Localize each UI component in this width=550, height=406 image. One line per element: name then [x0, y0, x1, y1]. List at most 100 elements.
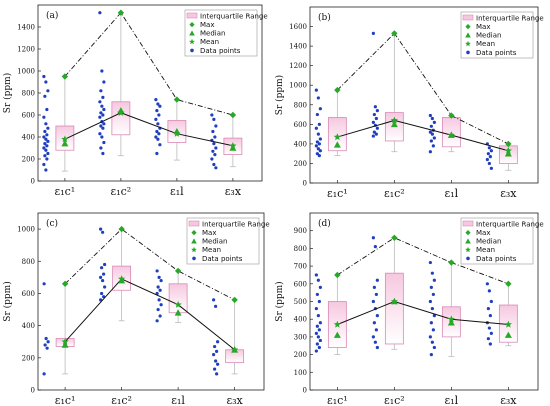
- data-point: [314, 306, 318, 311]
- max-line: [64, 228, 235, 301]
- data-point: [156, 137, 160, 141]
- data-point: [214, 166, 218, 170]
- data-point: [429, 139, 433, 143]
- data-point: [429, 353, 433, 357]
- max-marker: [505, 280, 512, 287]
- legend-swatch-median: [465, 32, 471, 38]
- data-point: [489, 166, 493, 170]
- data-point: [317, 154, 321, 158]
- interquartile-box: [168, 283, 188, 314]
- data-point: [211, 149, 215, 153]
- max-marker: [391, 30, 398, 37]
- data-point: [44, 80, 48, 84]
- data-point: [155, 129, 159, 134]
- x-tick-label: ε₁c²: [111, 394, 132, 406]
- data-point: [99, 89, 103, 93]
- median-marker: [447, 319, 455, 326]
- data-point: [102, 107, 106, 112]
- data-point: [487, 146, 491, 150]
- y-tick-label: 600: [294, 121, 307, 129]
- data-point: [371, 335, 375, 339]
- data-point: [98, 100, 102, 104]
- data-point: [213, 135, 217, 139]
- data-point: [154, 135, 158, 139]
- data-point: [374, 132, 378, 136]
- data-point: [45, 133, 49, 137]
- y-tick-label: 1600: [289, 23, 307, 31]
- data-point: [100, 104, 104, 108]
- data-point: [42, 282, 46, 286]
- data-point: [317, 328, 321, 332]
- data-point: [99, 146, 103, 150]
- max-marker: [117, 9, 125, 16]
- data-point: [101, 151, 105, 156]
- data-point: [374, 328, 378, 332]
- data-point: [371, 236, 375, 240]
- panel-label: (b): [318, 12, 331, 23]
- data-point: [156, 285, 160, 289]
- data-point: [211, 129, 215, 134]
- data-point: [488, 314, 492, 318]
- plot-frame: [309, 6, 539, 184]
- data-point: [317, 142, 321, 146]
- y-tick-label: 1000: [17, 226, 35, 234]
- data-point: [46, 89, 50, 93]
- mean-marker: [333, 133, 341, 141]
- data-point: [155, 319, 159, 323]
- mean-line: [64, 112, 233, 147]
- legend-swatch-mean: [191, 246, 197, 253]
- data-point: [429, 321, 433, 325]
- x-tick-label: ε₁c¹: [327, 394, 348, 406]
- x-tick-label: ε₁c¹: [55, 394, 76, 406]
- max-marker: [334, 86, 341, 94]
- panel-label: (d): [318, 218, 331, 229]
- legend-label: Median: [202, 238, 227, 246]
- y-tick-label: 200: [294, 351, 307, 359]
- max-marker: [229, 111, 237, 119]
- x-tick-label: ε₁l: [445, 394, 459, 406]
- legend-label: Max: [476, 229, 490, 237]
- data-point: [46, 139, 50, 143]
- y-tick-label: 300: [294, 333, 307, 341]
- data-point: [428, 130, 432, 134]
- data-point: [44, 148, 48, 152]
- median-marker: [333, 141, 341, 148]
- max-marker: [231, 296, 238, 304]
- data-point: [215, 372, 219, 376]
- data-point: [214, 146, 218, 150]
- data-point: [489, 331, 493, 335]
- data-point: [155, 151, 159, 156]
- data-point: [431, 328, 435, 332]
- median-marker: [504, 331, 512, 338]
- y-tick-label: 1200: [17, 46, 35, 54]
- data-point: [43, 142, 47, 146]
- mean-marker: [447, 131, 455, 139]
- chart-panel-1: 0 200 400 600 800 1000 1200 1400 Sr (ppm) ε₁c¹ ε₁c…: [2, 4, 268, 198]
- x-tick-label: ε₃x: [226, 394, 243, 406]
- max-line: [337, 237, 509, 285]
- data-point: [157, 275, 161, 279]
- data-point: [210, 157, 214, 161]
- data-point: [157, 132, 161, 136]
- data-point: [44, 122, 48, 126]
- interquartile-box: [384, 272, 404, 345]
- median-marker: [174, 309, 182, 316]
- mean-line: [337, 300, 509, 326]
- mean-marker: [504, 146, 512, 154]
- data-point: [154, 117, 158, 121]
- data-point: [45, 157, 49, 161]
- data-point: [315, 152, 319, 156]
- median-marker: [61, 341, 69, 348]
- legend-label: Max: [200, 21, 214, 29]
- data-point: [372, 112, 376, 117]
- median-marker: [390, 120, 398, 128]
- median-marker: [333, 331, 341, 338]
- legend-label: Mean: [202, 246, 221, 254]
- data-point: [432, 136, 436, 140]
- data-point: [315, 140, 319, 144]
- data-point: [42, 162, 46, 167]
- data-point: [158, 104, 162, 108]
- data-point: [44, 137, 48, 141]
- data-point: [317, 345, 321, 350]
- mean-marker: [447, 315, 455, 323]
